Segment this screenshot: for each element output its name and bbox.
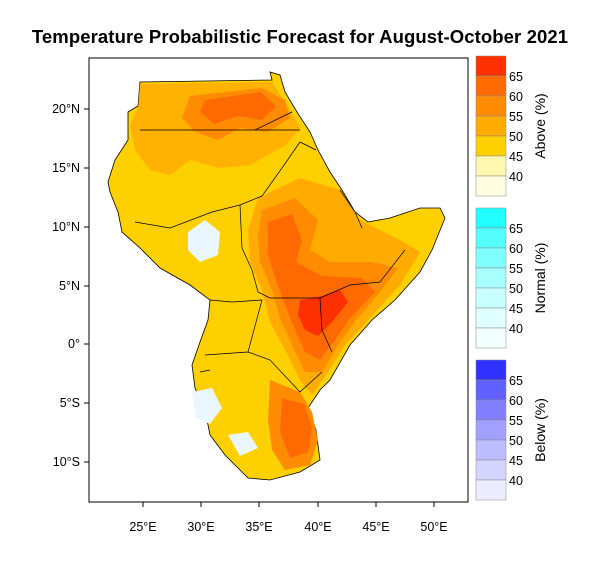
legend-normal-swatch-5 [475, 307, 507, 329]
lat-tick-15n: 15°N [52, 161, 80, 175]
legend-below-label-65: 65 [509, 374, 523, 388]
zone-40-sudan [188, 220, 220, 262]
legend-below-label-55: 55 [509, 414, 523, 428]
lat-axis: 20°N 15°N 10°N 5°N 0° 5°S 10°S [52, 102, 89, 469]
legend-above-swatch-3 [475, 115, 507, 137]
legend-below-swatch-1 [475, 379, 507, 401]
legend-normal-swatch-6 [475, 327, 507, 349]
legend-below-swatch-2 [475, 399, 507, 421]
legend-normal-swatch-3 [475, 267, 507, 289]
legend-above-label-60: 60 [509, 90, 523, 104]
legend-below-label-60: 60 [509, 394, 523, 408]
legend-normal-label-55: 55 [509, 262, 523, 276]
legend-above-label-55: 55 [509, 110, 523, 124]
zone-40-tanzania-south [228, 432, 258, 456]
lon-tick-30e: 30°E [187, 520, 214, 534]
legend-below-swatch-4 [475, 439, 507, 461]
lat-tick-5n: 5°N [59, 279, 80, 293]
legend-below-swatch-6 [475, 479, 507, 501]
legend-normal-swatch-4 [475, 287, 507, 309]
legend-below-label-40: 40 [509, 474, 523, 488]
zone-60-65-horn [268, 214, 375, 360]
zone-65-horn [298, 290, 348, 336]
legend-above: 65 60 55 50 45 40 Above (%) [475, 55, 548, 197]
lat-tick-20n: 20°N [52, 102, 80, 116]
lon-tick-25e: 25°E [129, 520, 156, 534]
map-title: Temperature Probabilistic Forecast for A… [31, 26, 569, 47]
legend-below-caption: Below (%) [532, 398, 548, 462]
zone-40-tanzania-west [192, 388, 222, 424]
legend-above-label-65: 65 [509, 70, 523, 84]
legend-normal-label-65: 65 [509, 222, 523, 236]
legend-above-swatch-1 [475, 75, 507, 97]
lon-tick-35e: 35°E [245, 520, 272, 534]
legend-below-label-50: 50 [509, 434, 523, 448]
legend-normal-label-40: 40 [509, 322, 523, 336]
legend-normal-swatch-1 [475, 227, 507, 249]
zone-60-north [200, 92, 276, 124]
legend-above-swatch-4 [475, 135, 507, 157]
legend-normal: 65 60 55 50 45 40 Normal (%) [475, 207, 548, 349]
lat-tick-0: 0° [68, 337, 80, 351]
lon-tick-50e: 50°E [420, 520, 447, 534]
legend-below-swatch-3 [475, 419, 507, 441]
lon-axis: 25°E 30°E 35°E 40°E 45°E 50°E [129, 502, 448, 534]
legend-below-swatch-0 [475, 359, 507, 381]
legend-normal-label-50: 50 [509, 282, 523, 296]
legend-above-label-45: 45 [509, 150, 523, 164]
legend-above-swatch-0 [475, 55, 507, 77]
lon-tick-45e: 45°E [362, 520, 389, 534]
lon-tick-40e: 40°E [304, 520, 331, 534]
legend-below-swatch-5 [475, 459, 507, 481]
legend-below: 65 60 55 50 45 40 Below (%) [475, 359, 548, 501]
forecast-map [107, 71, 446, 481]
legend-normal-swatch-0 [475, 207, 507, 229]
lat-tick-5s: 5°S [60, 396, 80, 410]
legend-normal-caption: Normal (%) [532, 243, 548, 314]
legend-above-caption: Above (%) [532, 93, 548, 158]
legend-above-swatch-6 [475, 175, 507, 197]
legend-below-label-45: 45 [509, 454, 523, 468]
legend-normal-swatch-2 [475, 247, 507, 269]
legend-above-swatch-2 [475, 95, 507, 117]
legend-above-label-50: 50 [509, 130, 523, 144]
legend-normal-label-60: 60 [509, 242, 523, 256]
legend-normal-label-45: 45 [509, 302, 523, 316]
lat-tick-10n: 10°N [52, 220, 80, 234]
legend-above-swatch-5 [475, 155, 507, 177]
zone-60-tanzania [280, 398, 312, 458]
legend-above-label-40: 40 [509, 170, 523, 184]
lat-tick-10s: 10°S [53, 455, 80, 469]
country-borders [134, 111, 406, 393]
